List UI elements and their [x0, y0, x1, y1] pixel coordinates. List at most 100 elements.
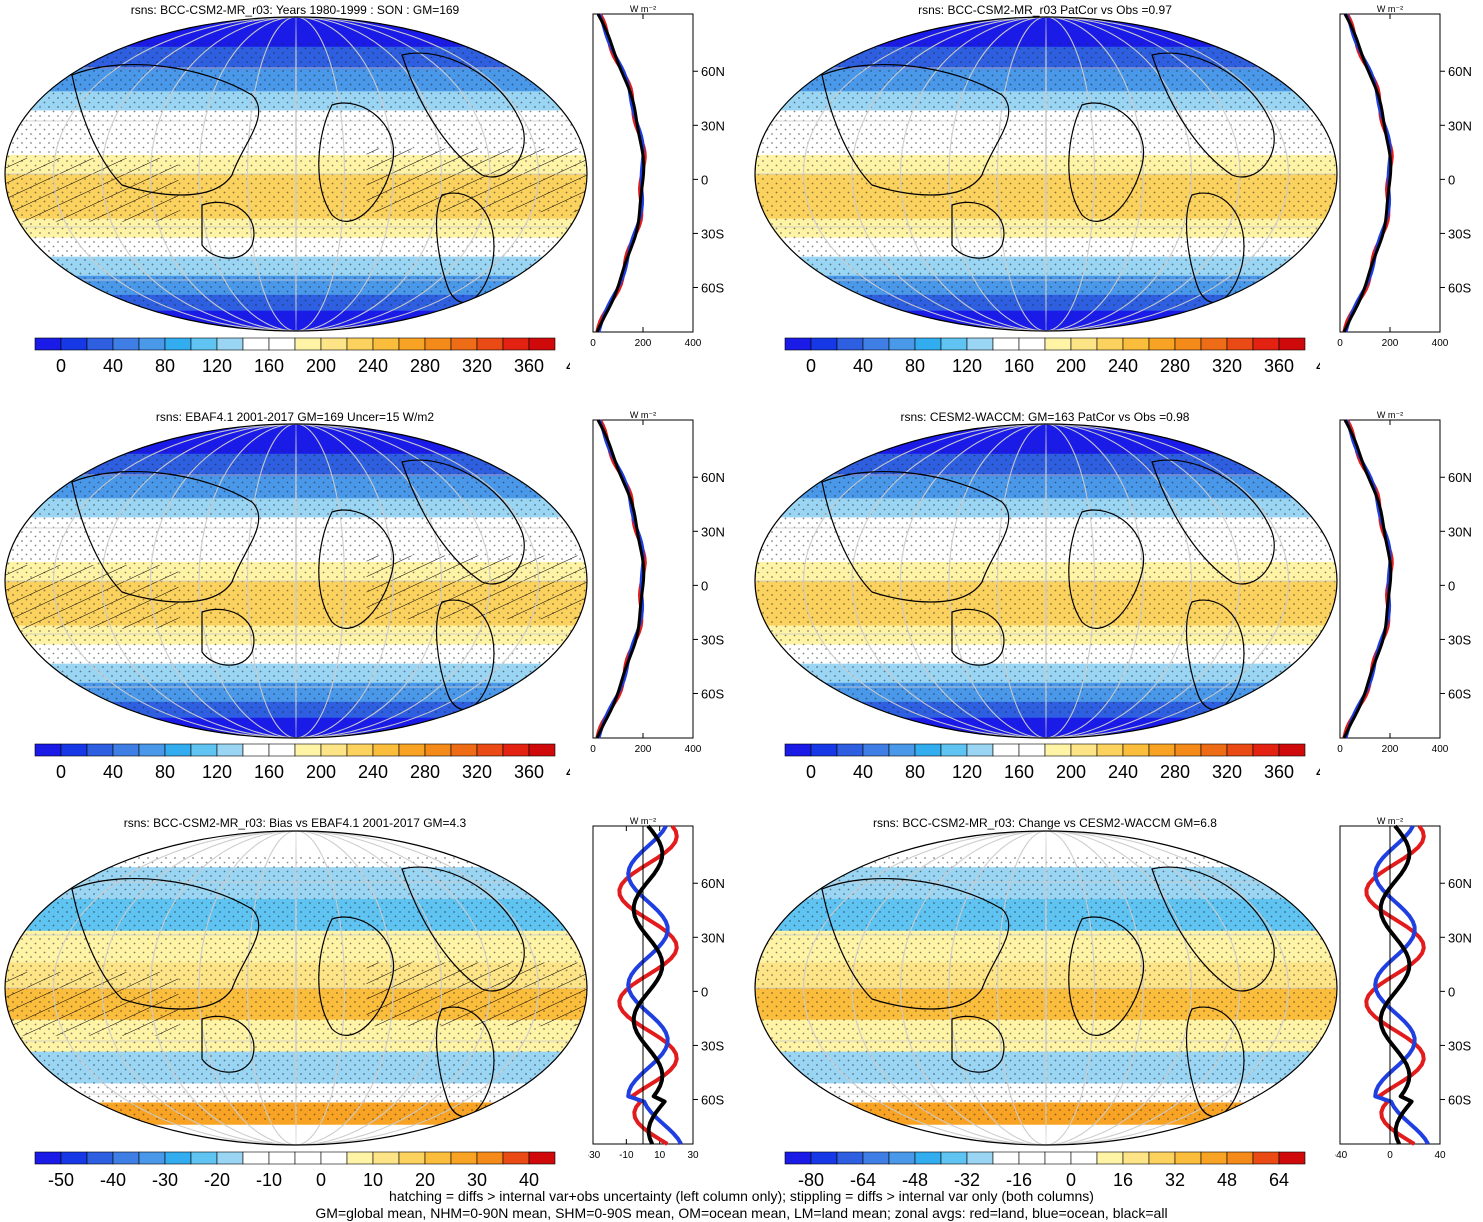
latitude-label: 60S	[701, 280, 724, 295]
colorbar-tick-label: 360	[1264, 356, 1294, 376]
latitude-label: 60N	[1448, 64, 1472, 79]
colorbar-tick-label: 10	[363, 1170, 383, 1190]
colorbar-tick-label: 360	[514, 356, 544, 376]
zonal-unit-label: W m⁻²	[1377, 4, 1403, 14]
latitude-label: 60S	[1448, 1092, 1471, 1107]
colorbar-tick-label: 280	[1160, 356, 1190, 376]
latitude-label: 60S	[1448, 280, 1471, 295]
colorbar-tick-label: -80	[798, 1170, 824, 1190]
colorbar-tick-label: 20	[415, 1170, 435, 1190]
colorbar-tick-label: -16	[1006, 1170, 1032, 1190]
colorbar-tick-label: 120	[952, 762, 982, 782]
latitude-label: 60S	[701, 1092, 724, 1107]
colorbar-tick-label: 200	[306, 356, 336, 376]
colorbar-tick-label: 0	[316, 1170, 326, 1190]
footnote-line-2: GM=global mean, NHM=0-90N mean, SHM=0-90…	[315, 1205, 1168, 1221]
colorbar-tick-label: 240	[358, 356, 388, 376]
colorbar-tick-label: 64	[1269, 1170, 1289, 1190]
world-map	[754, 423, 1338, 739]
world-map	[754, 830, 1338, 1146]
colorbar-tick-label: 280	[1160, 762, 1190, 782]
zonal-x-tick-label: -10	[619, 1150, 634, 1161]
colorbar-tick-label: 120	[952, 356, 982, 376]
colorbar-tick-label: 320	[1212, 762, 1242, 782]
latitude-label: 60S	[1448, 686, 1471, 701]
latitude-label: 30N	[701, 524, 725, 539]
colorbar-tick-label: 200	[1056, 356, 1086, 376]
colorbar-tick-label: -64	[850, 1170, 876, 1190]
colorbar-tick-label: 320	[462, 356, 492, 376]
latitude-label: 30N	[701, 118, 725, 133]
latitude-label: 30S	[701, 1038, 724, 1053]
latitude-label: 60N	[701, 876, 725, 891]
latitude-label: 30N	[1448, 930, 1472, 945]
zonal-x-tick-label: 40	[1434, 1150, 1446, 1161]
colorbar-tick-label: 160	[1004, 762, 1034, 782]
world-map	[4, 16, 588, 332]
latitude-label: 30S	[701, 632, 724, 647]
colorbar-tick-label: 360	[1264, 762, 1294, 782]
zonal-mean-plot: W m⁻² 60N 30N 0 30S 60S 0 200 400	[590, 410, 725, 755]
colorbar-tick-label: -32	[954, 1170, 980, 1190]
latitude-label: 60N	[1448, 876, 1472, 891]
colorbar-tick-label: 0	[1066, 1170, 1076, 1190]
colorbar-tick-label: -48	[902, 1170, 928, 1190]
zonal-x-tick-label: 200	[1382, 338, 1399, 349]
latitude-label: 30N	[1448, 524, 1472, 539]
zonal-x-tick-label: 400	[1432, 744, 1449, 755]
latitude-label: 30N	[701, 930, 725, 945]
colorbar: 0 40 80 120 160 200 240 280 320 360 400	[34, 337, 570, 376]
colorbar-tick-label: 200	[306, 762, 336, 782]
panel-title: rsns: BCC-CSM2-MR_r03: Change vs CESM2-W…	[873, 816, 1217, 830]
latitude-label: 30S	[1448, 632, 1471, 647]
world-map	[754, 16, 1338, 332]
latitude-label: 60N	[1448, 470, 1472, 485]
latitude-label: 30S	[701, 226, 724, 241]
colorbar-tick-label: -10	[256, 1170, 282, 1190]
zonal-unit-label: W m⁻²	[630, 4, 656, 14]
zonal-mean-plot: W m⁻² 60N 30N 0 30S 60S 0 200 400	[590, 4, 725, 349]
zonal-x-tick-label: 10	[654, 1150, 666, 1161]
footnote-line-1: hatching = diffs > internal var+obs unce…	[389, 1188, 1094, 1204]
zonal-unit-label: W m⁻²	[1377, 816, 1403, 826]
colorbar-tick-label: 160	[1004, 356, 1034, 376]
latitude-label: 30N	[1448, 118, 1472, 133]
colorbar-tick-label: 200	[1056, 762, 1086, 782]
colorbar: 0 40 80 120 160 200 240 280 320 360 400	[784, 337, 1320, 376]
panel-title: rsns: BCC-CSM2-MR_r03: Bias vs EBAF4.1 2…	[123, 816, 467, 830]
zonal-x-tick-label: 200	[635, 744, 652, 755]
zonal-mean-plot: W m⁻² 60N 30N 0 30S 60S -40 0 40	[1335, 816, 1472, 1161]
colorbar-tick-label: -40	[100, 1170, 126, 1190]
colorbar-tick-label: 80	[905, 356, 925, 376]
colorbar-tick-label: 80	[155, 356, 175, 376]
colorbar-tick-label: 400	[566, 762, 570, 782]
colorbar-tick-label: 80	[155, 762, 175, 782]
latitude-label: 30S	[1448, 226, 1471, 241]
colorbar-tick-label: -20	[204, 1170, 230, 1190]
colorbar-tick-label: 320	[1212, 356, 1242, 376]
colorbar-tick-label: 240	[1108, 356, 1138, 376]
colorbar-tick-label: 400	[1316, 356, 1320, 376]
colorbar-tick-label: -30	[152, 1170, 178, 1190]
colorbar: 0 40 80 120 160 200 240 280 320 360 400	[784, 743, 1320, 782]
colorbar-tick-label: 0	[806, 356, 816, 376]
colorbar-tick-label: 32	[1165, 1170, 1185, 1190]
colorbar-tick-label: 30	[467, 1170, 487, 1190]
colorbar-tick-label: 280	[410, 762, 440, 782]
zonal-x-tick-label: 0	[590, 338, 596, 349]
colorbar-tick-label: 120	[202, 356, 232, 376]
world-map	[4, 423, 588, 739]
colorbar-tick-label: 40	[853, 356, 873, 376]
colorbar-tick-label: 40	[519, 1170, 539, 1190]
zonal-unit-label: W m⁻²	[630, 816, 656, 826]
colorbar-tick-label: 240	[1108, 762, 1138, 782]
zonal-x-tick-label: -30	[588, 1150, 601, 1161]
colorbar-tick-label: -50	[48, 1170, 74, 1190]
zonal-x-tick-label: 30	[687, 1150, 699, 1161]
zonal-unit-label: W m⁻²	[630, 410, 656, 420]
panel-title: rsns: EBAF4.1 2001-2017 GM=169 Uncer=15 …	[155, 410, 435, 424]
colorbar-tick-label: 40	[103, 762, 123, 782]
latitude-label: 0	[1448, 984, 1455, 999]
zonal-x-tick-label: 400	[685, 338, 702, 349]
colorbar: 0 40 80 120 160 200 240 280 320 360 400	[34, 743, 570, 782]
